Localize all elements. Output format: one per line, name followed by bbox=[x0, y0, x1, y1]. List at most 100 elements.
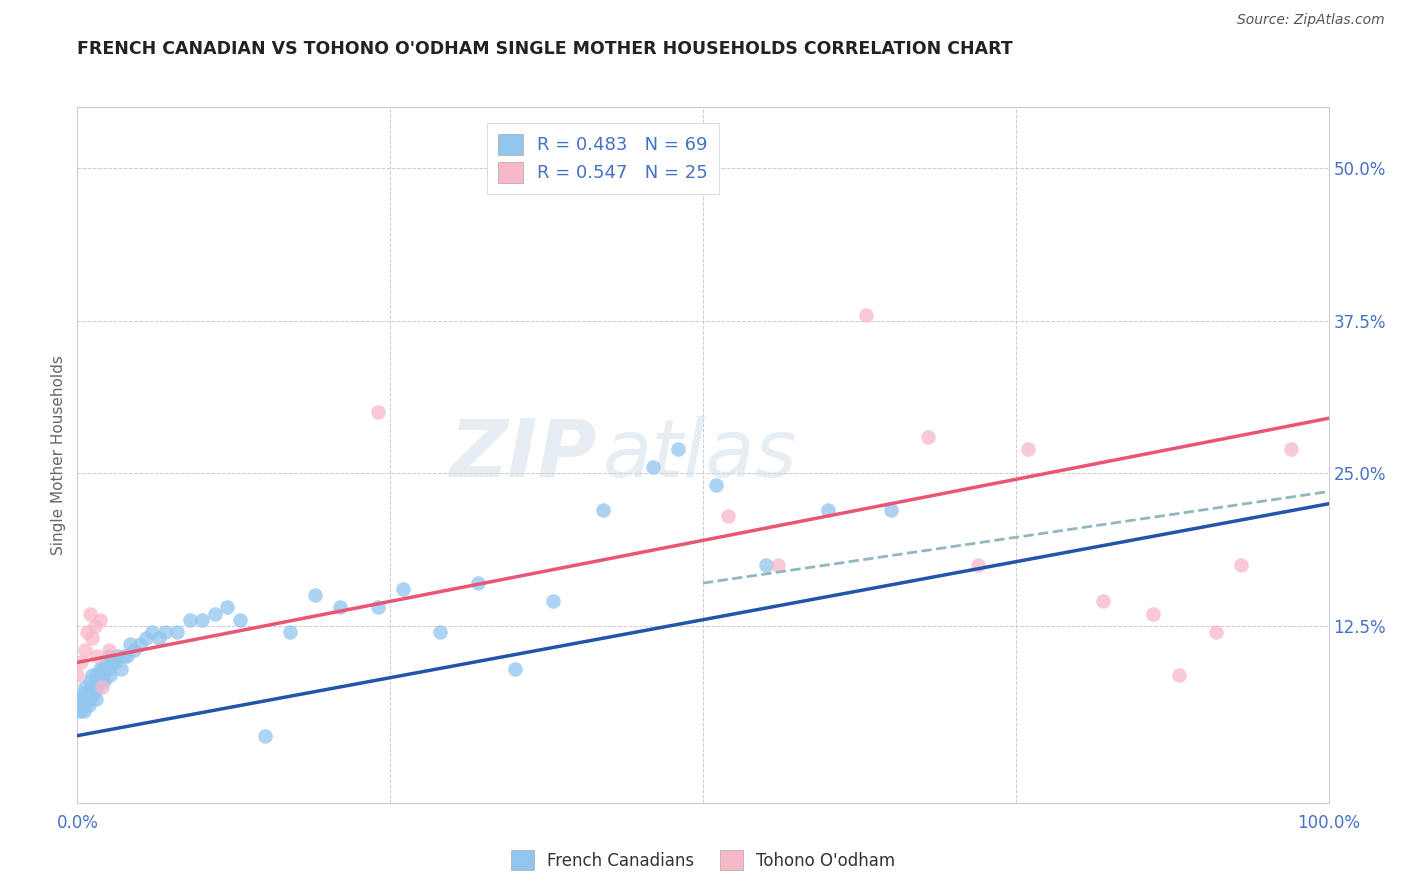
Point bbox=[1167, 667, 1189, 681]
Point bbox=[1205, 624, 1227, 639]
Point bbox=[329, 600, 352, 615]
Point bbox=[66, 692, 89, 706]
Point bbox=[87, 673, 110, 688]
Point bbox=[112, 649, 135, 664]
Point bbox=[86, 649, 108, 664]
Point bbox=[84, 692, 107, 706]
Point bbox=[129, 637, 152, 651]
Point bbox=[153, 624, 176, 639]
Point bbox=[229, 613, 252, 627]
Legend: French Canadians, Tohono O'odham: French Canadians, Tohono O'odham bbox=[502, 842, 904, 878]
Point bbox=[367, 600, 389, 615]
Point bbox=[141, 624, 163, 639]
Point bbox=[541, 594, 564, 608]
Point bbox=[79, 673, 101, 688]
Point bbox=[1230, 558, 1253, 572]
Point bbox=[76, 686, 98, 700]
Point bbox=[91, 673, 114, 688]
Point bbox=[717, 508, 740, 523]
Text: atlas: atlas bbox=[603, 416, 797, 494]
Point bbox=[117, 649, 139, 664]
Point bbox=[304, 588, 326, 602]
Point bbox=[204, 607, 226, 621]
Point bbox=[82, 631, 104, 645]
Point bbox=[217, 600, 239, 615]
Point bbox=[98, 667, 121, 681]
Point bbox=[73, 680, 96, 694]
Point bbox=[105, 649, 128, 664]
Text: FRENCH CANADIAN VS TOHONO O'ODHAM SINGLE MOTHER HOUSEHOLDS CORRELATION CHART: FRENCH CANADIAN VS TOHONO O'ODHAM SINGLE… bbox=[77, 40, 1014, 58]
Point bbox=[391, 582, 413, 597]
Point bbox=[817, 503, 839, 517]
Point bbox=[73, 643, 96, 657]
Point bbox=[72, 692, 94, 706]
Text: Source: ZipAtlas.com: Source: ZipAtlas.com bbox=[1237, 13, 1385, 28]
Point bbox=[80, 686, 103, 700]
Point bbox=[666, 442, 689, 456]
Point bbox=[104, 656, 127, 670]
Point bbox=[97, 661, 120, 675]
Point bbox=[82, 680, 104, 694]
Point bbox=[429, 624, 451, 639]
Point bbox=[704, 478, 727, 492]
Point bbox=[77, 698, 100, 713]
Point bbox=[70, 656, 93, 670]
Point bbox=[79, 692, 101, 706]
Point bbox=[94, 661, 117, 675]
Point bbox=[73, 698, 96, 713]
Point bbox=[467, 576, 489, 591]
Point bbox=[641, 460, 664, 475]
Point bbox=[70, 698, 93, 713]
Point bbox=[367, 405, 389, 419]
Point bbox=[118, 637, 141, 651]
Point bbox=[83, 619, 105, 633]
Point bbox=[122, 643, 145, 657]
Point bbox=[755, 558, 778, 572]
Point bbox=[83, 680, 105, 694]
Point bbox=[66, 667, 89, 681]
Point bbox=[1017, 442, 1039, 456]
Point bbox=[505, 661, 527, 675]
Point bbox=[967, 558, 990, 572]
Point bbox=[97, 643, 120, 657]
Point bbox=[191, 613, 214, 627]
Point bbox=[72, 704, 94, 718]
Point bbox=[93, 673, 115, 688]
Point bbox=[83, 686, 105, 700]
Point bbox=[917, 429, 939, 443]
Point bbox=[76, 624, 98, 639]
Text: ZIP: ZIP bbox=[450, 416, 596, 494]
Point bbox=[855, 308, 877, 322]
Point bbox=[110, 661, 132, 675]
Point bbox=[135, 631, 157, 645]
Point bbox=[94, 656, 117, 670]
Point bbox=[592, 503, 614, 517]
Point bbox=[79, 607, 101, 621]
Point bbox=[72, 686, 94, 700]
Point bbox=[179, 613, 201, 627]
Point bbox=[91, 661, 114, 675]
Point bbox=[84, 667, 107, 681]
Point bbox=[101, 656, 124, 670]
Point bbox=[69, 704, 91, 718]
Point bbox=[880, 503, 903, 517]
Point bbox=[89, 613, 111, 627]
Point bbox=[86, 680, 108, 694]
Point bbox=[82, 667, 104, 681]
Point bbox=[166, 624, 188, 639]
Point bbox=[97, 649, 120, 664]
Point bbox=[90, 667, 112, 681]
Point bbox=[91, 680, 114, 694]
Point bbox=[766, 558, 789, 572]
Point bbox=[254, 729, 277, 743]
Point bbox=[89, 673, 111, 688]
Y-axis label: Single Mother Households: Single Mother Households bbox=[51, 355, 66, 555]
Point bbox=[630, 173, 652, 187]
Point bbox=[148, 631, 170, 645]
Point bbox=[1142, 607, 1164, 621]
Point bbox=[1279, 442, 1302, 456]
Point bbox=[1092, 594, 1115, 608]
Point bbox=[89, 661, 111, 675]
Point bbox=[278, 624, 301, 639]
Point bbox=[75, 692, 97, 706]
